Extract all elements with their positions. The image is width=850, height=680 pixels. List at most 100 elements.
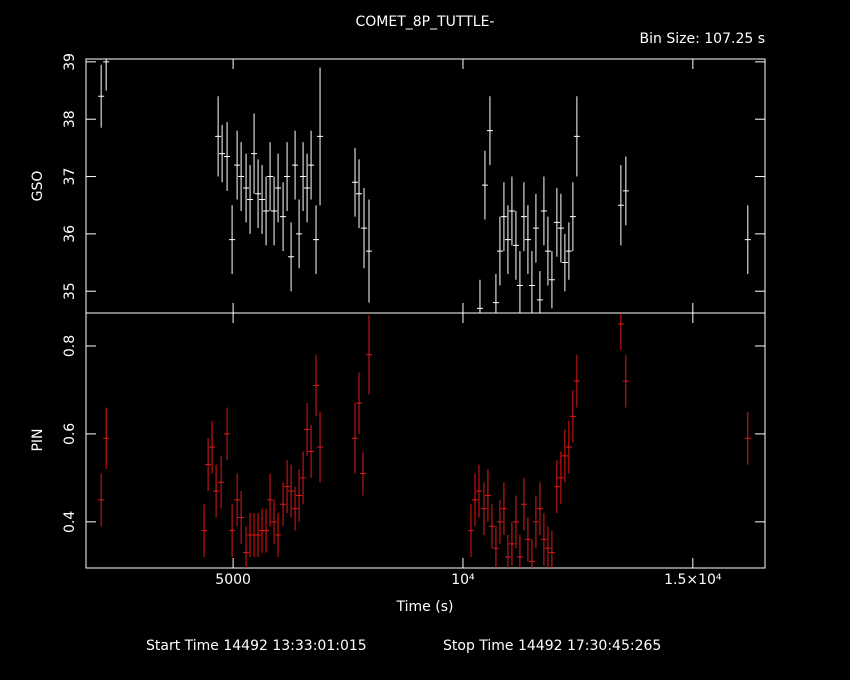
x-axis-label: Time (s) <box>396 599 454 615</box>
error-bar-point <box>234 130 241 200</box>
error-bar-point <box>565 420 572 474</box>
error-bar-point <box>532 495 539 549</box>
error-bar-point <box>561 429 568 483</box>
error-bar-point <box>238 491 245 544</box>
y-axis-label: PIN <box>30 428 46 451</box>
error-bar-point <box>103 59 110 91</box>
error-bar-point <box>238 142 245 211</box>
bin-size: Bin Size: 107.25 s <box>640 31 765 47</box>
y-tick-label: 0.4 <box>62 511 78 533</box>
error-bar-point <box>504 205 511 275</box>
error-bar-point <box>536 482 543 536</box>
error-bar-point <box>475 464 482 518</box>
error-bar-point <box>557 193 564 263</box>
error-bar-point <box>544 526 551 568</box>
error-bar-point <box>229 205 236 275</box>
error-bar-point <box>313 354 320 417</box>
error-bar-point <box>213 464 220 518</box>
error-bar-point <box>247 165 254 234</box>
error-bar-point <box>296 199 303 269</box>
start-time: Start Time 14492 13:33:01:015 <box>146 638 367 654</box>
error-bar-point <box>484 469 491 522</box>
error-bar-point <box>284 460 291 514</box>
y-tick-label: 36 <box>62 225 78 243</box>
error-bar-point <box>569 182 576 252</box>
error-bar-point <box>500 482 507 536</box>
error-bar-point <box>553 460 560 514</box>
error-bar-point <box>263 508 270 553</box>
y-tick-label: 35 <box>62 282 78 300</box>
error-bar-point <box>553 188 560 257</box>
error-bar-point <box>486 96 493 166</box>
error-bar-point <box>275 513 282 558</box>
error-bar-point <box>512 495 519 549</box>
error-bar-point <box>565 222 572 280</box>
error-bar-point <box>481 150 488 220</box>
error-bar-point <box>98 473 105 527</box>
error-bar-point <box>569 389 576 443</box>
error-bar-point <box>271 499 278 544</box>
error-bar-point <box>352 403 359 474</box>
error-bar-point <box>317 67 324 206</box>
x-tick-label: 5000 <box>215 572 251 588</box>
error-bar-point <box>229 504 236 558</box>
error-bar-point <box>500 182 507 252</box>
error-bar-point <box>292 130 299 200</box>
error-bar-point <box>219 124 226 183</box>
error-bar-point <box>300 451 307 505</box>
error-bar-point <box>532 193 539 263</box>
error-bar-point <box>215 96 222 177</box>
error-bar-point <box>528 539 535 568</box>
error-bar-point <box>520 477 527 531</box>
error-bar-point <box>508 521 515 566</box>
error-bar-point <box>492 526 499 568</box>
error-bar-point <box>561 233 568 292</box>
error-bar-point <box>508 176 515 246</box>
y-tick-label: 0.6 <box>62 423 78 445</box>
error-bar-point <box>288 222 295 292</box>
error-bar-point <box>288 464 295 518</box>
error-bar-point <box>263 176 270 246</box>
error-bar-point <box>540 176 547 246</box>
error-bar-point <box>366 199 373 303</box>
error-bar-point <box>201 504 208 558</box>
error-bar-point <box>573 96 580 177</box>
error-bar-point <box>300 142 307 211</box>
error-bar-point <box>520 182 527 252</box>
error-bar-point <box>516 535 523 568</box>
error-bar-point <box>361 188 368 269</box>
data-points <box>98 313 751 568</box>
error-bar-point <box>280 182 287 252</box>
y-axis-label: GSO <box>30 171 46 202</box>
y-tick-label: 39 <box>62 53 78 71</box>
error-bar-point <box>255 159 262 229</box>
error-bar-point <box>304 403 311 456</box>
error-bar-point <box>467 504 474 558</box>
y-tick-label: 0.8 <box>62 335 78 357</box>
error-bar-point <box>280 482 287 527</box>
error-bar-point <box>622 156 629 226</box>
stop-time: Stop Time 14492 17:30:45:265 <box>443 638 661 654</box>
error-bar-point <box>284 142 291 211</box>
data-points <box>98 59 751 313</box>
error-bar-point <box>524 517 531 562</box>
error-bar-point <box>573 354 580 408</box>
error-bar-point <box>356 159 363 229</box>
error-bar-point <box>617 313 624 351</box>
error-bar-point <box>243 153 250 223</box>
error-bar-point <box>548 530 555 568</box>
error-bar-point <box>622 354 629 408</box>
y-tick-label: 38 <box>62 110 78 128</box>
x-tick-label: 10⁴ <box>451 572 475 588</box>
error-bar-point <box>504 535 511 568</box>
error-bar-point <box>308 130 315 200</box>
error-bar-point <box>209 420 216 474</box>
error-bar-point <box>366 315 373 395</box>
error-bar-point <box>251 113 258 194</box>
error-bar-point <box>275 153 282 223</box>
error-bar-point <box>255 513 262 558</box>
error-bar-point <box>476 279 483 313</box>
chart-title: COMET_8P_TUTTLE- <box>356 14 495 30</box>
error-bar-point <box>243 526 250 568</box>
